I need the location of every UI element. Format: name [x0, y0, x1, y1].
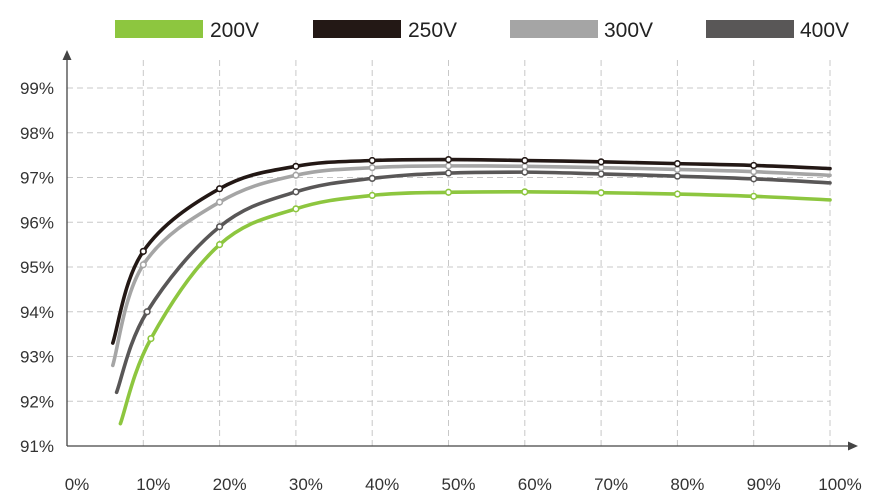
- data-point: [521, 168, 529, 176]
- series-line-250V: [110, 157, 832, 345]
- x-tick-label: 30%: [289, 475, 323, 494]
- data-point: [521, 188, 529, 196]
- x-tick-label: 80%: [670, 475, 704, 494]
- x-tick-label: 20%: [213, 475, 247, 494]
- y-axis-arrow: [62, 50, 72, 60]
- x-tick-label: 100%: [818, 475, 861, 494]
- legend-swatch: [313, 20, 401, 38]
- y-tick-label: 96%: [20, 213, 54, 232]
- legend-item-400V: 400V: [706, 19, 849, 42]
- legend-label: 400V: [800, 19, 849, 42]
- y-tick-label: 91%: [20, 437, 54, 456]
- series-200V: [118, 188, 832, 426]
- data-point: [750, 161, 758, 170]
- series-line-200V: [118, 190, 832, 426]
- x-tick-label: 60%: [518, 475, 552, 494]
- legend-item-200V: 200V: [115, 19, 259, 42]
- legend-swatch: [706, 20, 794, 38]
- data-point: [216, 223, 224, 231]
- series-lines: [110, 156, 832, 426]
- data-point: [673, 165, 682, 174]
- legend-swatch: [115, 20, 203, 38]
- data-point: [597, 164, 605, 172]
- y-tick-label: 92%: [20, 392, 54, 411]
- y-tick-label: 99%: [20, 79, 54, 98]
- data-point: [673, 172, 682, 180]
- legend-label: 300V: [604, 19, 653, 42]
- data-point: [216, 185, 224, 193]
- data-point: [444, 162, 453, 170]
- y-tick-label: 98%: [20, 124, 54, 143]
- y-tick-label: 97%: [20, 169, 54, 188]
- data-point: [673, 160, 682, 168]
- data-point: [368, 174, 376, 182]
- data-point: [139, 247, 147, 255]
- tick-labels: 0% 10% 20% 30% 40% 50% 60% 70% 80% 90% 100% 91% 92% 9…: [20, 79, 862, 494]
- x-tick-label: 70%: [594, 475, 628, 494]
- data-point: [292, 171, 300, 179]
- data-point: [292, 205, 300, 213]
- x-tick-label: 50%: [441, 475, 475, 494]
- x-tick-label: 0%: [65, 475, 90, 494]
- legend-label: 200V: [210, 19, 259, 42]
- grid: [67, 60, 831, 446]
- x-tick-label: 40%: [365, 475, 399, 494]
- x-tick-label: 10%: [136, 475, 170, 494]
- data-point: [444, 156, 453, 164]
- data-point: [139, 261, 147, 269]
- data-point: [444, 188, 453, 196]
- legend-label: 250V: [408, 19, 457, 42]
- data-point: [750, 168, 758, 176]
- series-250V: [110, 156, 832, 345]
- legend-item-250V: 250V: [313, 19, 457, 42]
- data-point: [597, 158, 605, 166]
- legend: 200V 250V 300V 400V: [115, 19, 849, 42]
- data-point: [368, 191, 376, 199]
- y-tick-label: 95%: [20, 258, 54, 277]
- series-line-300V: [110, 164, 832, 368]
- data-point: [597, 189, 605, 197]
- data-point: [292, 188, 300, 196]
- data-point: [444, 169, 453, 177]
- data-point: [147, 335, 155, 343]
- axes: [62, 50, 858, 451]
- series-line-400V: [114, 170, 832, 395]
- legend-item-300V: 300V: [510, 19, 653, 42]
- data-point: [750, 175, 758, 183]
- data-point: [750, 192, 758, 200]
- data-point: [521, 162, 529, 170]
- series-400V: [114, 168, 832, 395]
- y-tick-label: 93%: [20, 348, 54, 367]
- data-point: [216, 198, 224, 206]
- x-tick-label: 90%: [747, 475, 781, 494]
- x-axis-arrow: [848, 441, 858, 451]
- data-point: [673, 190, 682, 198]
- data-point: [368, 164, 376, 172]
- data-point: [597, 170, 605, 178]
- legend-swatch: [510, 20, 598, 38]
- data-point: [292, 162, 300, 170]
- y-tick-label: 94%: [20, 303, 54, 322]
- data-point: [368, 156, 376, 165]
- data-point: [143, 308, 151, 316]
- data-point: [216, 241, 224, 249]
- data-point: [521, 156, 529, 165]
